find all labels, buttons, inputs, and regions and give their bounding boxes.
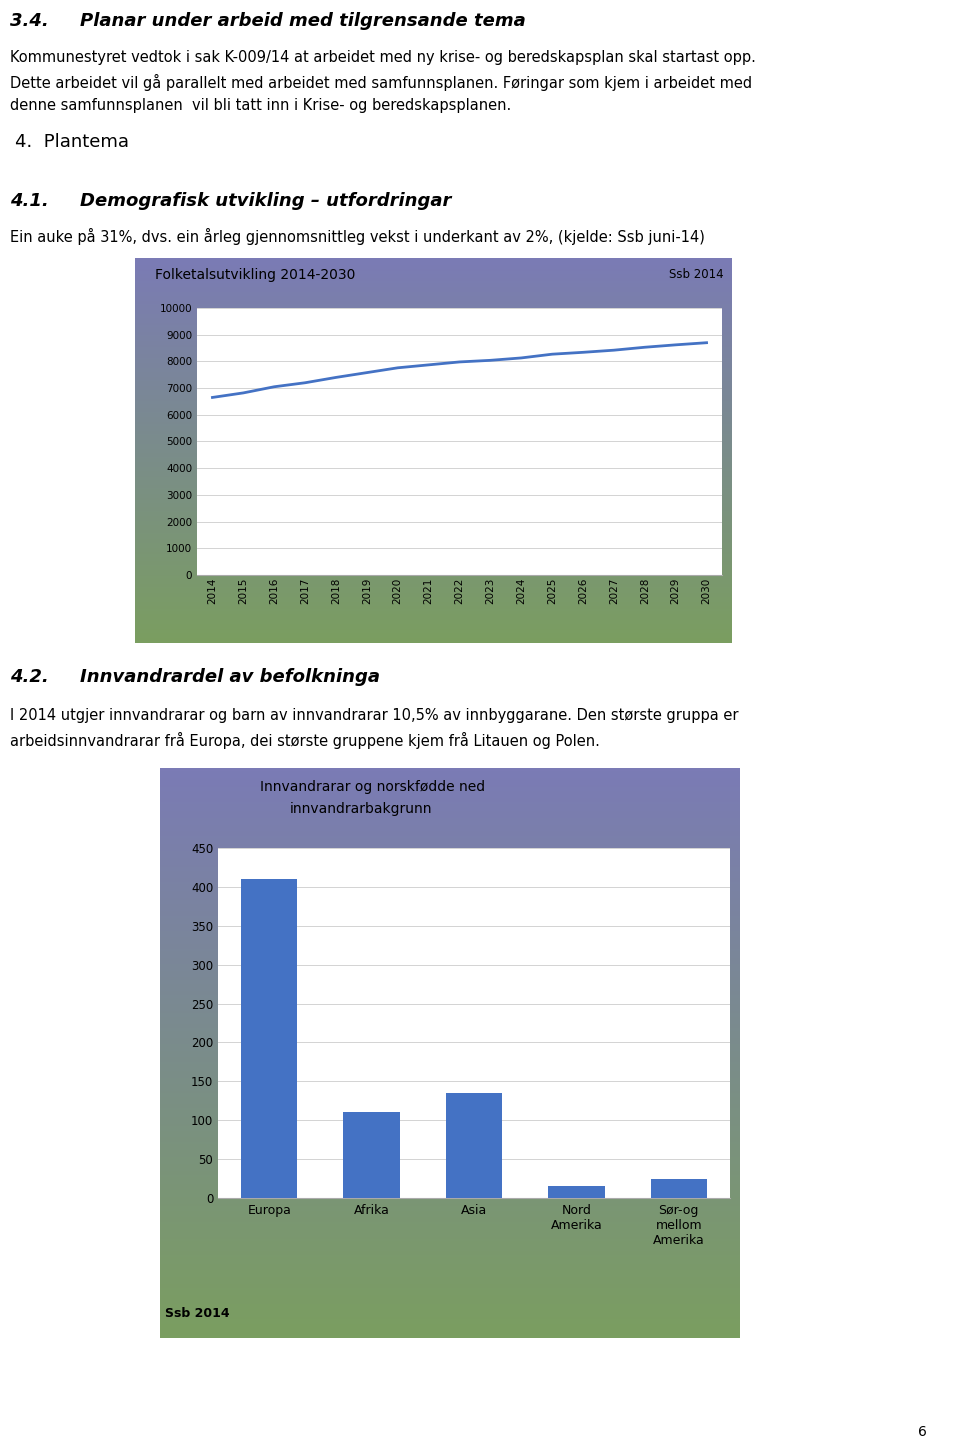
Text: Folketalsutvikling 2014-2030: Folketalsutvikling 2014-2030: [155, 268, 355, 282]
Text: Ein auke på 31%, dvs. ein årleg gjennomsnittleg vekst i underkant av 2%, (kjelde: Ein auke på 31%, dvs. ein årleg gjennoms…: [10, 229, 705, 245]
Text: I 2014 utgjer innvandrarar og barn av innvandrarar 10,5% av innbyggarane. Den st: I 2014 utgjer innvandrarar og barn av in…: [10, 708, 738, 724]
Text: 4.2.: 4.2.: [10, 669, 49, 686]
Bar: [241, 880, 298, 1198]
Text: innvandrarbakgrunn: innvandrarbakgrunn: [290, 802, 433, 816]
Text: Innvandrarar og norskfødde ned: Innvandrarar og norskfødde ned: [260, 780, 485, 794]
Text: 4.1.: 4.1.: [10, 192, 49, 210]
Text: 3.4.: 3.4.: [10, 12, 49, 30]
Text: arbeidsinnvandrarar frå Europa, dei største gruppene kjem frå Litauen og Polen.: arbeidsinnvandrarar frå Europa, dei stør…: [10, 732, 600, 750]
Text: 4.  Plantema: 4. Plantema: [15, 133, 129, 150]
Text: Kommunestyret vedtok i sak K-009/14 at arbeidet med ny krise- og beredskapsplan : Kommunestyret vedtok i sak K-009/14 at a…: [10, 51, 756, 65]
Bar: [344, 1113, 399, 1198]
Text: denne samfunnsplanen  vil bli tatt inn i Krise- og beredskapsplanen.: denne samfunnsplanen vil bli tatt inn i …: [10, 98, 512, 113]
Text: Ssb 2014: Ssb 2014: [165, 1307, 229, 1320]
Text: 6: 6: [918, 1425, 926, 1438]
Text: Ssb 2014: Ssb 2014: [669, 268, 724, 281]
Bar: [445, 1092, 502, 1198]
Text: Demografisk utvikling – utfordringar: Demografisk utvikling – utfordringar: [80, 192, 451, 210]
Bar: [548, 1187, 605, 1198]
Text: Planar under arbeid med tilgrensande tema: Planar under arbeid med tilgrensande tem…: [80, 12, 526, 30]
Text: Dette arbeidet vil gå parallelt med arbeidet med samfunnsplanen. Føringar som kj: Dette arbeidet vil gå parallelt med arbe…: [10, 74, 752, 91]
Text: Innvandrardel av befolkninga: Innvandrardel av befolkninga: [80, 669, 380, 686]
Bar: [651, 1178, 707, 1198]
